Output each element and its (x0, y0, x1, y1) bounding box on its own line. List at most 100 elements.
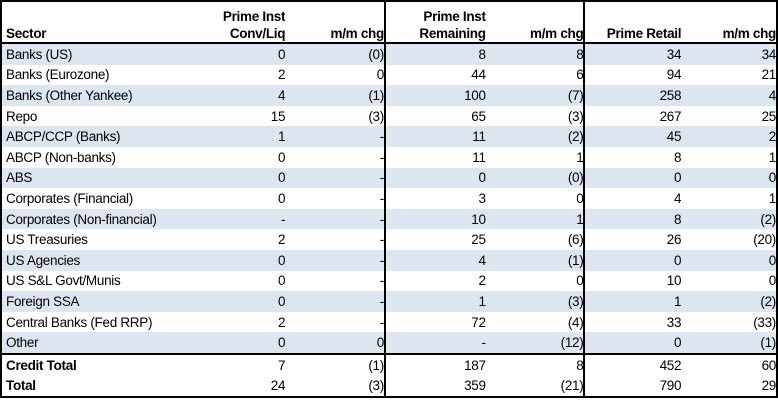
value-cell: - (379, 211, 385, 227)
col-header-prime-inst-conv-liq: Prime Inst Conv/Liq (210, 1, 286, 44)
value-cell: 10 (583, 270, 682, 292)
value-cell: (7) (567, 87, 584, 103)
value-cell: 34 (761, 46, 777, 62)
table-row: Banks (Other Yankee) 4 (1) 100 (7) 258 4 (1, 85, 777, 106)
value-cell: (0) (368, 46, 384, 62)
value-cell: 0 (583, 249, 682, 271)
table-row: Central Banks (Fed RRP) 2 -72 (4) 33 (33) (1, 311, 777, 333)
value-cell: 4 (277, 87, 286, 103)
sector-cell: Other (6, 335, 39, 351)
table-row: Foreign SSA 0-1 (3) 1 (2) (1, 291, 777, 312)
table-row: Corporates (Non-financial) - -10 1 8 (2) (1, 208, 777, 230)
mm-chg-label-2: m/m chg (530, 26, 584, 41)
value-cell: 0 (277, 335, 286, 351)
sector-cell: Central Banks (Fed RRP) (6, 314, 153, 330)
value-cell: (3) (567, 108, 584, 124)
table-row: Corporates (Financial) 0-3 0 4 1 (1, 188, 777, 209)
value-cell: 15 (270, 108, 286, 124)
value-cell: 4 (383, 249, 486, 271)
value-cell: 8 (583, 146, 682, 168)
value-cell: (21) (560, 378, 584, 394)
value-cell: - (379, 252, 385, 268)
value-cell: 790 (583, 375, 682, 398)
prime-inst-label-2: Prime Inst (423, 9, 486, 24)
table-row: ABS 0-0 (0) 0 0 (1, 167, 777, 189)
table-row: ABCP/CCP (Banks) 1 -11 (2) 45 2 (1, 126, 777, 147)
col-header-mm-chg-2: m/m chg (485, 1, 585, 44)
table-row: Total 24 (3) 359 (21) 790 29 (1, 375, 777, 398)
value-cell: 0 (376, 335, 385, 351)
value-cell: 0 (576, 273, 584, 289)
value-cell: - (383, 332, 486, 354)
value-cell: - (379, 273, 385, 289)
table-body: Banks (US) 0 (0) 8 8 34 34 Banks (Eurozone) 2 0 44… (1, 43, 777, 354)
col-header-prime-inst-remaining: Prime Inst Remaining (383, 1, 486, 44)
sector-cell: Corporates (Non-financial) (6, 211, 157, 227)
table-row: Other 0 0- (12) 0 (1) (1, 332, 777, 354)
remaining-label: Remaining (419, 26, 486, 41)
value-cell: 2 (277, 232, 286, 248)
value-cell: 0 (277, 149, 286, 165)
sector-cell: Foreign SSA (6, 293, 80, 309)
value-cell: (12) (560, 335, 584, 351)
value-cell: - (379, 314, 385, 330)
value-cell: 72 (383, 311, 486, 333)
value-cell: 0 (277, 252, 286, 268)
sector-cell: Banks (Eurozone) (6, 67, 110, 83)
sector-header-label: Sector (6, 26, 47, 41)
value-cell: - (379, 232, 385, 248)
sector-cell: Banks (Other Yankee) (6, 87, 133, 103)
value-cell: 29 (761, 378, 777, 394)
value-cell: 44 (383, 64, 486, 86)
col-header-mm-chg-3: m/m chg (681, 1, 777, 44)
value-cell: 24 (270, 378, 286, 394)
value-cell: 1 (277, 129, 286, 145)
value-cell: 8 (576, 46, 584, 62)
value-cell: 26 (583, 229, 682, 250)
value-cell: 8 (583, 208, 682, 230)
value-cell: 0 (583, 167, 682, 189)
value-cell: 1 (383, 291, 486, 312)
value-cell: (2) (760, 293, 776, 309)
value-cell: 100 (383, 85, 486, 106)
value-cell: 4 (583, 188, 682, 209)
value-cell: (4) (567, 314, 584, 330)
value-cell: 0 (383, 167, 486, 189)
table-row: Banks (US) 0 (0) 8 8 34 34 (1, 43, 777, 65)
table-row: Credit Total 7 (1) 187 8 452 60 (1, 352, 777, 376)
value-cell: 10 (383, 208, 486, 230)
sector-cell: US S&L Govt/Munis (6, 273, 121, 289)
value-cell: 1 (583, 291, 682, 312)
col-header-prime-retail: Prime Retail (583, 1, 682, 44)
sector-cell: Repo (6, 108, 38, 124)
value-cell: 0 (277, 46, 286, 62)
value-cell: (2) (760, 211, 776, 227)
value-cell: (1) (760, 335, 776, 351)
sector-cell: Total (6, 378, 36, 394)
value-cell: 258 (583, 85, 682, 106)
value-cell: 1 (576, 211, 584, 227)
value-cell: 1 (576, 149, 584, 165)
value-cell: 0 (768, 252, 777, 268)
mm-chg-label-1: m/m chg (330, 26, 385, 41)
value-cell: - (379, 149, 385, 165)
value-cell: 0 (277, 190, 286, 206)
value-cell: 0 (576, 190, 584, 206)
value-cell: - (379, 190, 385, 206)
table-totals: Credit Total 7 (1) 187 8 452 60 Total 24 (3) 359 (2… (1, 352, 777, 398)
value-cell: 267 (583, 105, 682, 127)
table-row: US Agencies 0-4 (1) 0 0 (1, 249, 777, 271)
prime-inst-label-1: Prime Inst (222, 9, 286, 24)
value-cell: 452 (583, 352, 682, 376)
value-cell: (3) (368, 378, 384, 394)
value-cell: - (379, 170, 385, 186)
value-cell: 45 (583, 126, 682, 147)
sector-cell: Corporates (Financial) (6, 190, 133, 206)
value-cell: - (379, 293, 385, 309)
value-cell: 6 (576, 67, 584, 83)
table-row: US Treasuries 2 -25 (6) 26 (20) (1, 229, 777, 250)
table-row: US S&L Govt/Munis 0-2 0 10 0 (1, 270, 777, 292)
value-cell: - (280, 211, 286, 227)
col-header-sector: Sector (1, 1, 211, 44)
value-cell: 2 (768, 129, 777, 145)
